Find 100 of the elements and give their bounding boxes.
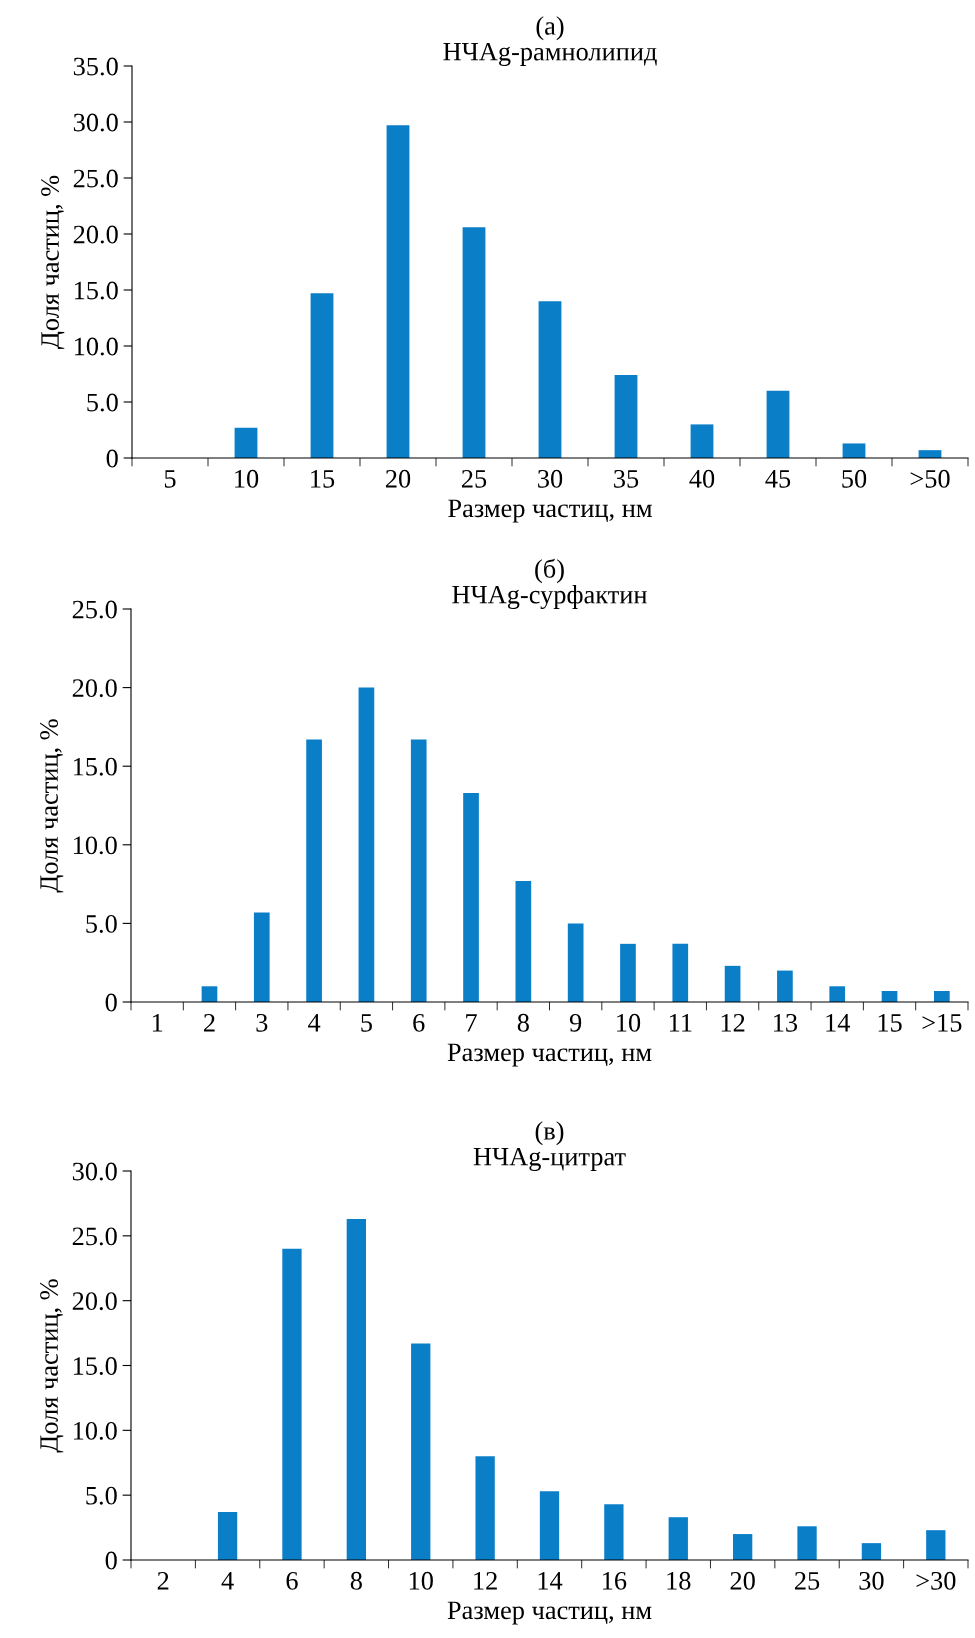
bar (934, 991, 950, 1002)
bar (829, 986, 846, 1002)
y-tick-label: 25.0 (72, 1227, 117, 1246)
bar (475, 1456, 495, 1560)
y-tick-label: 10.0 (73, 1421, 117, 1440)
bar (620, 943, 636, 1002)
y-tick-label: 15.0 (73, 757, 117, 776)
bar (201, 986, 218, 1002)
x-tick-label: 7 (466, 1014, 477, 1032)
bar (539, 1491, 560, 1560)
y-tick-label: 5.0 (86, 915, 117, 933)
bar (926, 1530, 946, 1560)
x-tick-label: 12 (474, 1571, 497, 1590)
x-tick-label: 16 (603, 1571, 627, 1590)
x-tick-label: 13 (774, 1013, 798, 1032)
x-tick-label: 20 (730, 1571, 755, 1590)
bar (358, 687, 375, 1002)
chart-subtitle: НЧAg-сурфактин (452, 584, 647, 609)
bar (462, 227, 486, 458)
x-tick-label: >30 (916, 1571, 956, 1590)
y-tick-label: 20.0 (72, 679, 117, 698)
x-tick-label: 10 (617, 1013, 641, 1032)
y-tick-label: 30.0 (72, 1162, 117, 1181)
x-tick-label: 5 (361, 1014, 372, 1032)
x-tick-label: 10 (235, 469, 259, 488)
chart-subtitle: НЧAg-рамнолипид (443, 42, 657, 66)
x-tick-label: 25 (461, 469, 487, 488)
x-tick-label: 15 (878, 1014, 902, 1032)
y-tick-label: 20.0 (72, 1292, 117, 1311)
y-tick-label: 0 (105, 1551, 117, 1570)
y-tick-label: 20.0 (73, 225, 118, 244)
y-tick-label: 0 (105, 993, 117, 1012)
x-axis-title: Размер частиц, нм (447, 1043, 652, 1067)
y-tick-label: 30.0 (73, 113, 118, 132)
bar (310, 293, 334, 458)
bar (515, 880, 532, 1002)
y-tick-label: 15.0 (74, 281, 118, 300)
bar (346, 1218, 366, 1560)
x-tick-label: 2 (204, 1013, 215, 1032)
bar (766, 390, 790, 458)
x-tick-label: >15 (922, 1014, 962, 1032)
y-tick-label: 10.0 (73, 836, 117, 855)
chart-title: (в) (535, 1121, 564, 1146)
x-tick-label: >50 (910, 469, 950, 488)
x-tick-label: 15 (311, 470, 335, 488)
x-tick-label: 40 (689, 469, 715, 488)
bar (282, 1248, 302, 1560)
bar (253, 912, 270, 1002)
bar (463, 792, 479, 1002)
bar (842, 443, 866, 458)
chart-title: (а) (536, 16, 564, 41)
y-tick-label: 25.0 (73, 169, 118, 188)
x-tick-label: 5 (164, 470, 176, 488)
bar (724, 965, 741, 1002)
chart-title: (б) (535, 558, 564, 584)
x-tick-label: 4 (221, 1572, 234, 1590)
bar (733, 1534, 753, 1560)
x-tick-label: 18 (667, 1571, 691, 1590)
bar (567, 923, 584, 1002)
y-axis-title: Доля частиц, % (40, 719, 64, 893)
bar (690, 424, 714, 458)
bar (861, 1543, 882, 1560)
x-tick-label: 3 (256, 1013, 268, 1032)
x-tick-label: 14 (826, 1014, 850, 1032)
x-tick-label: 12 (721, 1013, 745, 1032)
x-tick-label: 30 (859, 1571, 884, 1590)
x-tick-label: 25 (795, 1571, 820, 1590)
bar (538, 301, 562, 458)
x-tick-label: 9 (569, 1013, 582, 1032)
y-tick-label: 5.0 (86, 1486, 117, 1505)
bar (604, 1504, 624, 1560)
bar (614, 375, 638, 458)
x-tick-label: 50 (842, 469, 867, 488)
bar (306, 739, 322, 1002)
x-tick-label: 20 (385, 469, 411, 488)
x-tick-label: 2 (157, 1571, 169, 1590)
bar (217, 1512, 238, 1560)
y-tick-label: 10.0 (74, 337, 118, 356)
x-axis-title: Размер частиц, нм (447, 1601, 652, 1625)
y-tick-label: 15.0 (73, 1357, 117, 1376)
y-tick-label: 5.0 (87, 393, 118, 412)
x-tick-label: 8 (350, 1571, 362, 1590)
x-tick-label: 1 (152, 1014, 163, 1032)
y-axis-title: Доля частиц, % (40, 1279, 64, 1453)
bar (411, 1343, 431, 1560)
x-tick-label: 45 (765, 470, 791, 488)
bar (234, 427, 258, 458)
x-tick-label: 6 (413, 1013, 425, 1032)
x-tick-label: 6 (286, 1571, 298, 1590)
x-tick-label: 11 (669, 1014, 692, 1032)
x-axis-title: Размер частиц, нм (448, 499, 652, 523)
bar (797, 1526, 817, 1560)
bar (672, 943, 689, 1002)
chart-subtitle: НЧAg-цитрат (473, 1147, 626, 1171)
x-tick-label: 14 (538, 1572, 563, 1590)
x-tick-label: 10 (409, 1571, 433, 1590)
bar (386, 125, 410, 458)
bar (668, 1517, 688, 1560)
x-tick-label: 30 (538, 469, 563, 488)
x-tick-label: 35 (614, 469, 639, 488)
